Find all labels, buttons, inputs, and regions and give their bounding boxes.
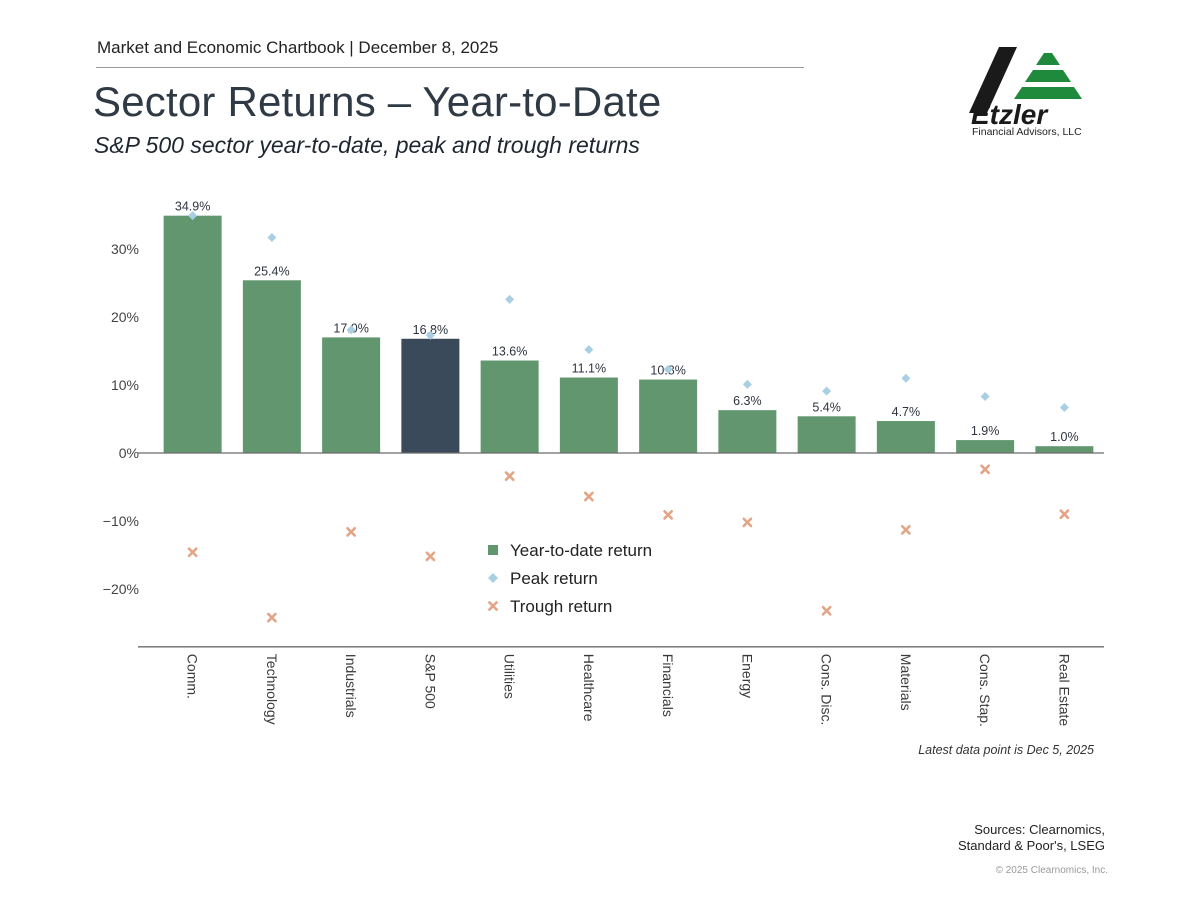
peak-point-3	[425, 330, 435, 340]
x-tick-label: Cons. Stap.	[977, 654, 993, 727]
y-tick-label: −10%	[103, 513, 139, 529]
header-divider	[96, 67, 804, 68]
y-tick-label: 20%	[111, 309, 139, 325]
legend-bar-swatch	[488, 545, 498, 555]
x-tick-label: Industrials	[343, 654, 359, 718]
y-tick-label: 10%	[111, 377, 139, 393]
data-label: 1.9%	[971, 424, 1000, 438]
x-tick-label: Technology	[264, 654, 280, 725]
trough-point-5	[583, 491, 594, 502]
legend-label: Trough return	[510, 597, 612, 616]
x-tick-label: Financials	[660, 654, 676, 717]
peak-point-6	[663, 364, 673, 374]
data-label: 25.4%	[254, 264, 289, 278]
peak-point-0	[188, 211, 198, 221]
trough-point-7	[742, 517, 753, 528]
bar-8	[797, 416, 856, 453]
trough-point-10	[980, 464, 991, 475]
peak-point-4	[505, 294, 515, 304]
x-tick-label: Energy	[739, 654, 755, 698]
bar-11	[1035, 446, 1094, 453]
trough-point-4	[504, 471, 515, 482]
bar-5	[559, 377, 618, 453]
x-tick-label: Comm.	[185, 654, 201, 699]
peak-point-10	[980, 392, 990, 402]
bar-7	[718, 410, 777, 453]
bar-0	[163, 215, 222, 453]
page-subtitle: S&P 500 sector year-to-date, peak and tr…	[94, 132, 640, 158]
data-label: 11.1%	[572, 362, 607, 376]
trough-point-1	[266, 612, 277, 623]
bar-10	[956, 440, 1015, 453]
data-label: 34.9%	[175, 200, 210, 214]
peak-point-7	[742, 379, 752, 389]
y-tick-label: −20%	[103, 581, 139, 597]
logo-green-step-mid	[1025, 70, 1071, 82]
trough-point-0	[187, 547, 198, 558]
latest-data-note: Latest data point is Dec 5, 2025	[918, 743, 1094, 757]
legend-label: Year-to-date return	[510, 541, 652, 560]
data-label: 16.8%	[413, 323, 448, 337]
data-label: 6.3%	[733, 394, 762, 408]
data-label: 13.6%	[492, 345, 527, 359]
bar-3	[401, 338, 460, 453]
x-tick-label: Real Estate	[1056, 654, 1072, 727]
legend-label: Peak return	[510, 569, 598, 588]
page-title: Sector Returns – Year-to-Date	[93, 78, 662, 125]
logo-green-step-top	[1036, 53, 1060, 65]
trough-point-8	[821, 605, 832, 616]
trough-point-9	[900, 524, 911, 535]
bar-2	[322, 337, 381, 453]
data-label: 1.0%	[1050, 430, 1079, 444]
bar-9	[876, 421, 935, 453]
peak-point-9	[901, 373, 911, 383]
peak-point-2	[346, 325, 356, 335]
peak-point-5	[584, 345, 594, 355]
x-tick-label: Materials	[898, 654, 914, 711]
y-tick-label: 30%	[111, 241, 139, 257]
logo-dark-stripe	[969, 47, 1017, 113]
legend-peak-swatch	[488, 573, 498, 583]
x-tick-label: Healthcare	[581, 654, 597, 722]
etzler-logo: Etzler	[969, 47, 1082, 130]
bar-1	[242, 280, 301, 453]
x-tick-label: Cons. Disc.	[819, 654, 835, 726]
logo-tagline: Financial Advisors, LLC	[972, 126, 1082, 138]
peak-point-8	[822, 386, 832, 396]
logo-green-step-bottom	[1014, 87, 1082, 99]
y-tick-label: 0%	[119, 445, 139, 461]
peak-point-11	[1059, 402, 1069, 412]
legend-trough-swatch	[488, 601, 498, 611]
bar-4	[480, 360, 539, 453]
logo-wordmark: Etzler	[971, 99, 1049, 130]
x-tick-label: Utilities	[502, 654, 518, 699]
x-tick-label: S&P 500	[422, 654, 438, 709]
data-label: 4.7%	[892, 405, 921, 419]
sources: Sources: Clearnomics, Standard & Poor's,…	[957, 822, 1105, 853]
chartbook-header: Market and Economic Chartbook | December…	[97, 38, 499, 57]
trough-point-2	[346, 526, 357, 537]
trough-point-11	[1059, 509, 1070, 520]
trough-point-6	[663, 509, 674, 520]
peak-point-1	[267, 232, 277, 242]
copyright: © 2025 Clearnomics, Inc.	[995, 865, 1108, 876]
bar-6	[639, 379, 698, 453]
data-label: 5.4%	[812, 400, 841, 414]
trough-point-3	[425, 551, 436, 562]
